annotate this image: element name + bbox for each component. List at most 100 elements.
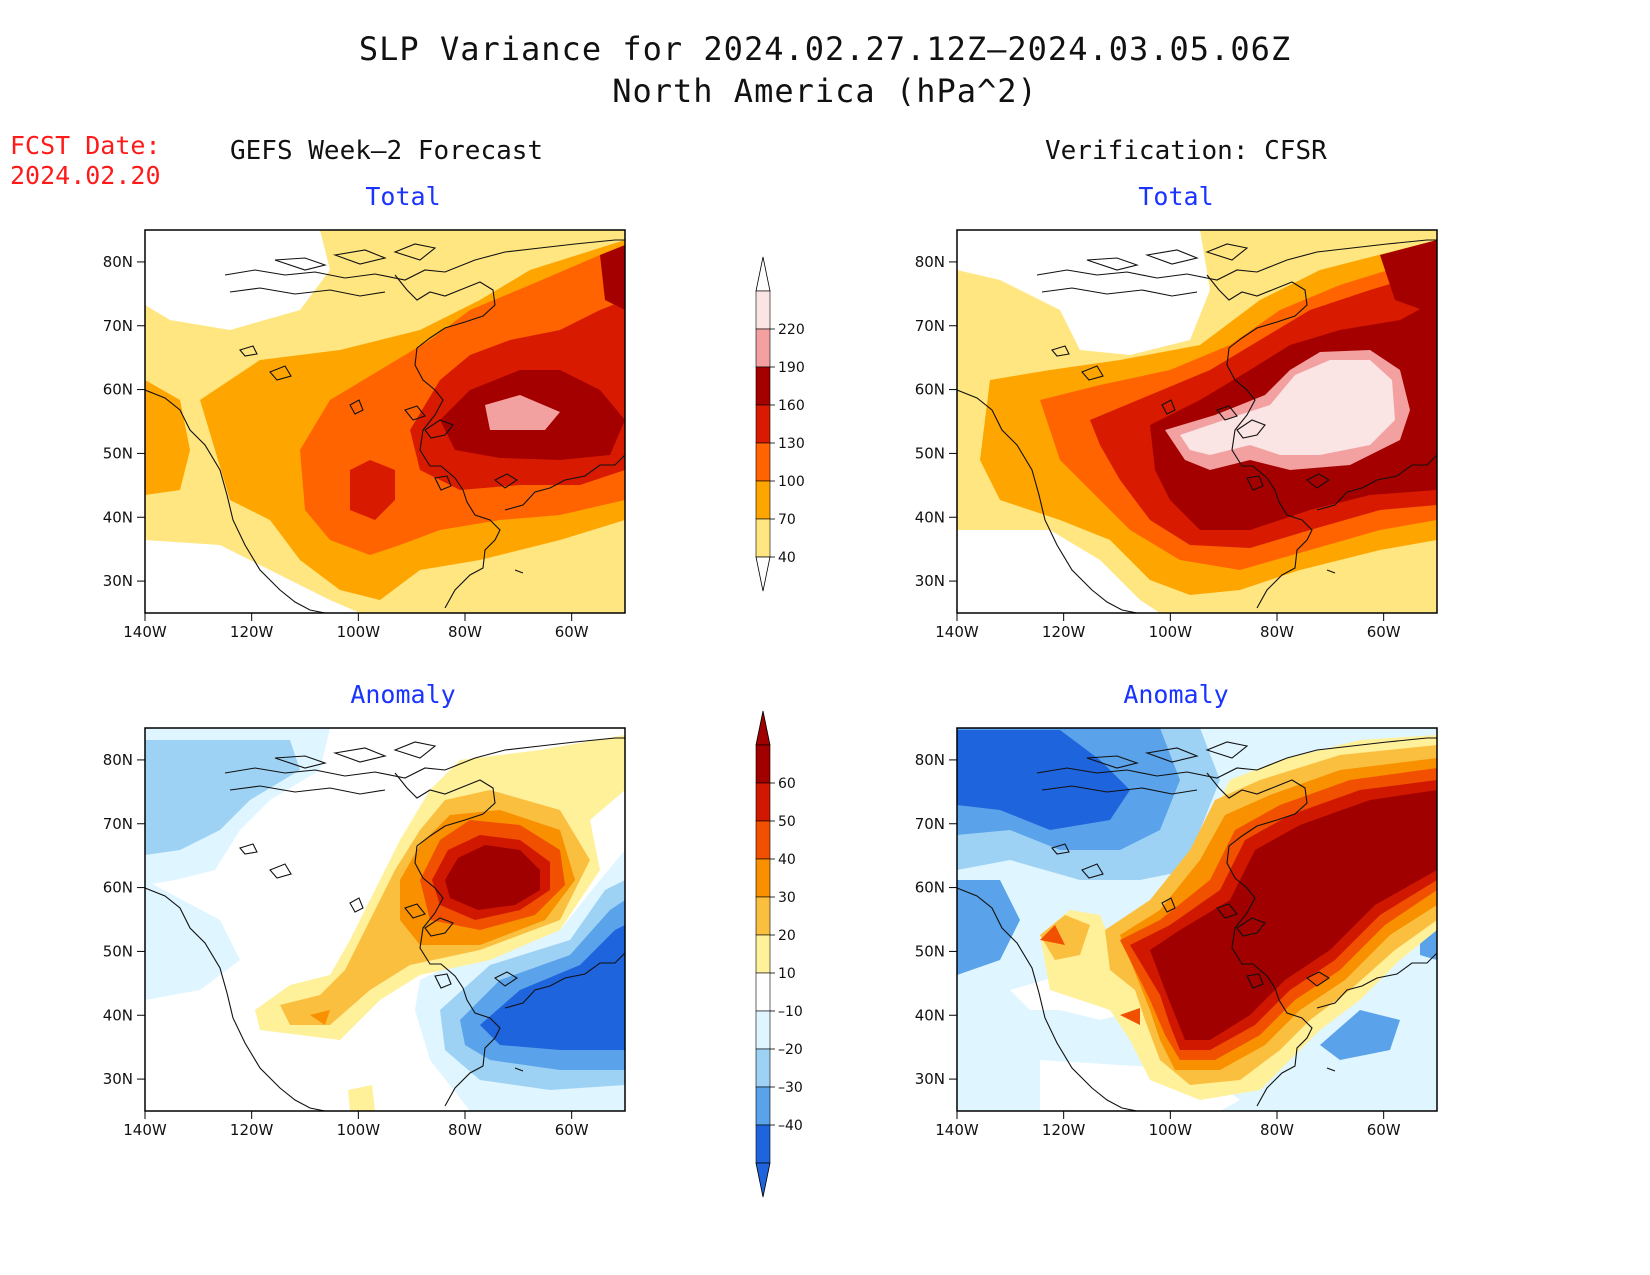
colorbar-segment [755, 820, 771, 860]
lat-tick-label: 30N [103, 572, 133, 590]
lat-tick-label: 40N [103, 1006, 133, 1024]
colorbar-label: 190 [778, 360, 805, 376]
lat-tick-label: 60N [915, 879, 945, 897]
colorbar-label: –40 [778, 1118, 803, 1134]
colorbar-label: 50 [778, 814, 796, 830]
colorbar-label: 30 [778, 890, 796, 906]
fcst-date: 2024.02.20 [10, 161, 161, 190]
lat-tick-label: 80N [915, 253, 945, 271]
lon-tick-label: 100W [337, 1121, 381, 1139]
lon-tick-label: 140W [123, 623, 167, 641]
colorbar-label: –10 [778, 1004, 803, 1020]
lat-tick-label: 30N [915, 572, 945, 590]
colorbar-extension-bottom [755, 556, 771, 592]
lon-tick-label: 60W [1367, 1121, 1401, 1139]
colorbar-segment [755, 782, 771, 822]
colorbar-segment [755, 1086, 771, 1126]
lat-tick-label: 60N [915, 381, 945, 399]
colorbar-segment [755, 934, 771, 974]
lat-tick-label: 60N [103, 381, 133, 399]
lon-tick-label: 100W [337, 623, 381, 641]
colorbar-label: –20 [778, 1042, 803, 1058]
lon-tick-label: 80W [1260, 1121, 1294, 1139]
panel-verification-total [957, 230, 1437, 613]
colorbar-segment [755, 744, 771, 784]
fcst-label: FCST Date: [10, 131, 161, 160]
colorbar-segment [755, 404, 771, 444]
lat-tick-label: 70N [915, 317, 945, 335]
lat-tick-label: 80N [103, 253, 133, 271]
axis-tick-labels: 80N 70N 60N 50N 40N 30N 140W 120W 100W 80W 60W 80N 7… [103, 253, 1401, 1139]
colorbar-label: 100 [778, 474, 805, 490]
lat-tick-label: 50N [103, 942, 133, 960]
lon-tick-label: 100W [1149, 1121, 1193, 1139]
lat-tick-label: 50N [103, 444, 133, 462]
frame-top-left [144, 229, 626, 614]
colorbar-label: –30 [778, 1080, 803, 1096]
colorbar-extension-bottom [755, 1162, 771, 1198]
colorbar-segment [755, 328, 771, 368]
lon-tick-label: 80W [448, 1121, 482, 1139]
panel-forecast-total [145, 230, 625, 613]
lon-tick-label: 120W [230, 623, 274, 641]
colorbar-segment [755, 1048, 771, 1088]
panel-title-top-left: Total [365, 182, 441, 211]
colorbar-segment [755, 518, 771, 558]
lat-tick-label: 60N [103, 879, 133, 897]
lat-tick-label: 30N [915, 1070, 945, 1088]
colorbar-segment [755, 290, 771, 330]
colorbar-label: 160 [778, 398, 805, 414]
lon-tick-label: 60W [1367, 623, 1401, 641]
lon-tick-label: 100W [1149, 623, 1193, 641]
lon-tick-label: 80W [1260, 623, 1294, 641]
frame-bottom-left [144, 727, 626, 1112]
colorbar-segment [755, 896, 771, 936]
colorbar-segment [755, 442, 771, 482]
lat-tick-label: 50N [915, 942, 945, 960]
right-column-title: Verification: CFSR [1045, 136, 1327, 166]
sub-title: North America (hPa^2) [612, 72, 1038, 110]
colorbar-total: 220 190 160 130 100 70 40 [755, 256, 805, 592]
main-title: SLP Variance for 2024.02.27.12Z–2024.03.… [358, 30, 1292, 68]
lat-tick-label: 40N [915, 1006, 945, 1024]
colorbar-segment [755, 1124, 771, 1164]
colorbar-extension-top [755, 256, 771, 292]
panel-title-bottom-right: Anomaly [1123, 680, 1229, 709]
colorbar-segment [755, 1010, 771, 1050]
colorbar-label: 220 [778, 322, 805, 338]
axis-ticks [137, 261, 1385, 1119]
colorbar-label: 70 [778, 512, 796, 528]
frame-bottom-right [956, 727, 1438, 1112]
lat-tick-label: 70N [103, 815, 133, 833]
lat-tick-label: 40N [103, 508, 133, 526]
lon-tick-label: 60W [555, 623, 589, 641]
lon-tick-label: 120W [230, 1121, 274, 1139]
colorbar-segment [755, 858, 771, 898]
colorbar-label: 40 [778, 550, 796, 566]
lat-tick-label: 70N [103, 317, 133, 335]
lat-tick-label: 80N [103, 751, 133, 769]
colorbar-segment [755, 480, 771, 520]
frame-top-right [956, 229, 1438, 614]
lon-tick-label: 60W [555, 1121, 589, 1139]
colorbar-anomaly: 60 50 40 30 20 10 –10 –20 –30 –40 [755, 710, 803, 1198]
lon-tick-label: 80W [448, 623, 482, 641]
colorbar-extension-top [755, 710, 771, 746]
lat-tick-label: 30N [103, 1070, 133, 1088]
lat-tick-label: 50N [915, 444, 945, 462]
lat-tick-label: 40N [915, 508, 945, 526]
colorbar-label: 10 [778, 966, 796, 982]
lon-tick-label: 140W [935, 623, 979, 641]
panel-title-bottom-left: Anomaly [350, 680, 456, 709]
left-column-title: GEFS Week–2 Forecast [230, 136, 544, 166]
panel-title-top-right: Total [1138, 182, 1214, 211]
lon-tick-label: 140W [123, 1121, 167, 1139]
lon-tick-label: 120W [1042, 1121, 1086, 1139]
colorbar-label: 60 [778, 776, 796, 792]
colorbar-segment [755, 366, 771, 406]
lat-tick-label: 80N [915, 751, 945, 769]
lon-tick-label: 120W [1042, 623, 1086, 641]
colorbar-label: 130 [778, 436, 805, 452]
colorbar-segment [755, 972, 771, 1012]
colorbar-label: 40 [778, 852, 796, 868]
